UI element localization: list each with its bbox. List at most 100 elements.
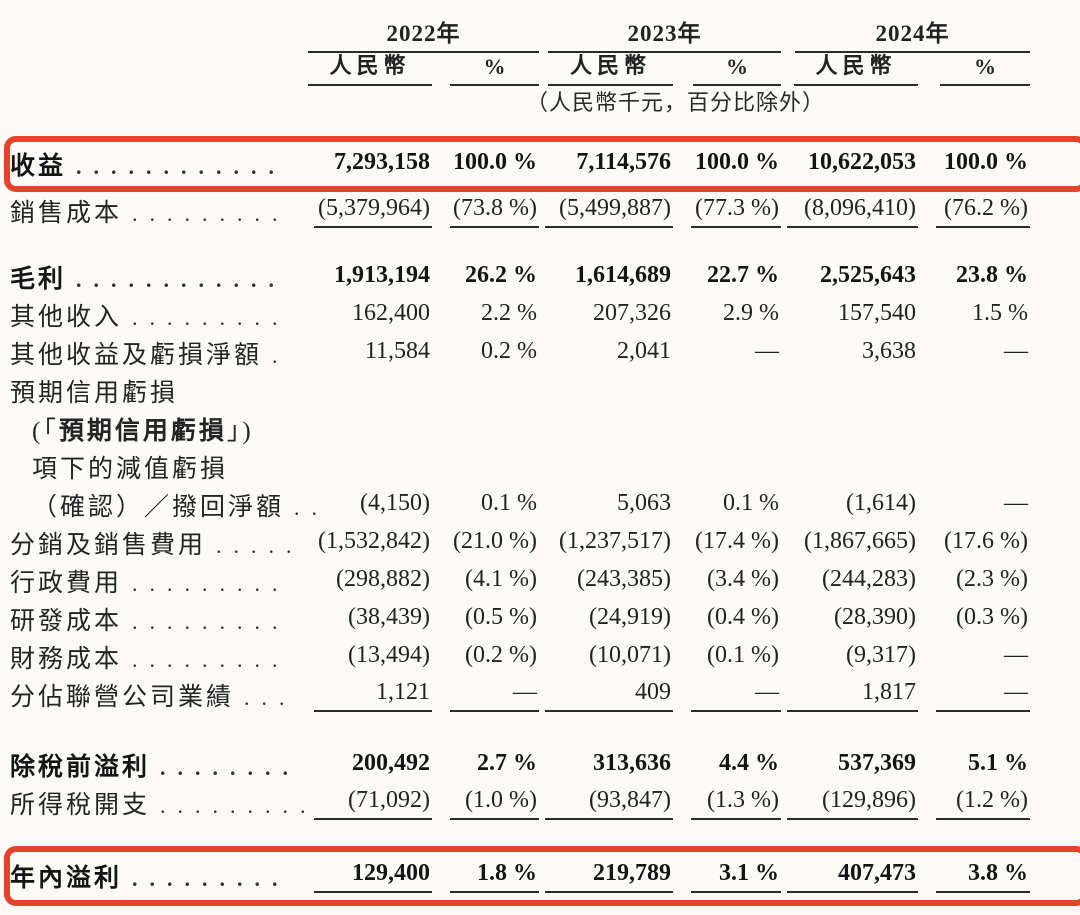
subheader-row: 人民幣 % 人民幣 % 人民幣 % [8, 48, 1080, 86]
table-row: 除稅前溢利........ 200,492 2.7 % 313,636 4.4 % 537… [8, 746, 1080, 784]
percent-cell: 0.2 % [481, 337, 537, 364]
amount-cell: 219,789 [545, 860, 673, 893]
amount-cell: (129,896) [787, 787, 918, 820]
amount-cell: 313,636 [593, 749, 671, 776]
dot-leader: ............ [76, 267, 287, 292]
table-row: 銷售成本......... (5,379,964) (73.8 %) (5,499,8… [8, 192, 1080, 230]
amount-cell: 409 [545, 679, 673, 712]
amount-cell: (38,439) [348, 603, 430, 630]
percent-cell: 2.7 % [477, 749, 537, 776]
percent-cell: 100.0 % [695, 148, 779, 175]
table-row: 財務成本......... (13,494) (0.2 %) (10,071) (0.1… [8, 638, 1080, 676]
dot-leader: ......... [132, 571, 290, 596]
row-label: （確認）／撥回淨額.. [8, 487, 317, 523]
table-row: 分佔聯營公司業績... 1,121—409—1,817— [8, 676, 1080, 714]
percent-cell: — [450, 679, 539, 712]
amount-cell: 537,369 [838, 749, 916, 776]
row-label: 分佔聯營公司業績... [8, 677, 308, 713]
row-label: 行政費用......... [8, 563, 308, 599]
percent-cell: 5.1 % [968, 749, 1028, 776]
amount-cell: (4,150) [360, 489, 430, 516]
table-row: 研發成本......... (38,439) (0.5 %) (24,919) (0.4… [8, 600, 1080, 638]
table-row: (「預期信用虧損」) [8, 410, 1080, 448]
table-row: （確認）／撥回淨額.. (4,150) 0.1 % 5,063 0.1 % (1,614)… [8, 486, 1080, 524]
percent-cell: 100.0 % [944, 148, 1028, 175]
row-spacer [8, 822, 1080, 846]
percent-cell: (73.8 %) [450, 195, 539, 228]
amount-cell: (1,867,665) [804, 527, 916, 554]
amount-cell: (244,283) [822, 565, 916, 592]
percent-cell: 2.2 % [481, 299, 537, 326]
row-label: 財務成本......... [8, 639, 308, 675]
label-text: 分銷及銷售費用 [10, 532, 207, 559]
label-text: 除稅前溢利 [10, 754, 151, 781]
amount-cell: 157,540 [838, 299, 916, 326]
subheader-rmb-2024: 人民幣 [794, 48, 918, 86]
percent-cell: 0.1 % [723, 489, 779, 516]
amount-cell: (1,614) [846, 489, 916, 516]
row-label: 毛利............ [8, 259, 308, 295]
label-text: 所得稅開支 [10, 792, 151, 819]
amount-cell: (71,092) [314, 787, 432, 820]
row-label: 其他收入......... [8, 297, 308, 333]
label-text: 毛利 [10, 266, 67, 293]
amount-cell: 1,614,689 [575, 261, 671, 288]
amount-cell: (1,237,517) [559, 527, 671, 554]
percent-cell: (77.3 %) [691, 195, 781, 228]
highlighted-table-row: 年內溢利......... 129,400 1.8 % 219,789 3.1 % 407… [4, 846, 1080, 906]
year-header-row: 2022年 2023年 2024年 [8, 14, 1080, 53]
label-text: 收益 [10, 153, 67, 180]
row-spacer [8, 230, 1080, 258]
percent-cell: 2.9 % [723, 299, 779, 326]
dot-leader: ......... [132, 201, 290, 226]
row-label: 其他收益及虧損淨額. [8, 335, 308, 371]
dot-leader: ......... [132, 609, 290, 634]
amount-cell: 1,121 [314, 679, 432, 712]
year-header-2022: 2022年 [308, 14, 539, 53]
amount-cell: (298,882) [336, 565, 430, 592]
amount-cell: (10,071) [589, 641, 671, 668]
amount-cell: 2,041 [617, 337, 671, 364]
subheader-rmb-2022: 人民幣 [308, 48, 432, 86]
row-label: 收益............ [8, 146, 308, 182]
label-text: 其他收益及虧損淨額 [10, 342, 263, 369]
percent-cell: 26.2 % [465, 261, 537, 288]
label-text: 項下的減值虧損 [32, 456, 229, 483]
year-header-2023: 2023年 [548, 14, 781, 53]
percent-cell: (1.2 %) [936, 787, 1030, 820]
amount-cell: 10,622,053 [808, 148, 916, 175]
amount-cell: (9,317) [846, 641, 916, 668]
row-spacer [8, 714, 1080, 746]
percent-cell: (0.1 %) [707, 641, 779, 668]
percent-cell: (2.3 %) [956, 565, 1028, 592]
dot-leader: ......... [132, 305, 290, 330]
amount-cell: (13,494) [348, 641, 430, 668]
label-text: (「 [32, 418, 59, 445]
dot-leader: ..... [216, 533, 304, 558]
percent-cell: (21.0 %) [453, 527, 537, 554]
row-label: 研發成本......... [8, 601, 308, 637]
amount-cell: (5,499,887) [545, 195, 673, 228]
amount-cell: (24,919) [589, 603, 671, 630]
row-label: 除稅前溢利........ [8, 747, 308, 783]
label-text: 分佔聯營公司業績 [10, 684, 235, 711]
amount-cell: 207,326 [593, 299, 671, 326]
table-row: 其他收入......... 162,400 2.2 % 207,326 2.9 % 157… [8, 296, 1080, 334]
percent-cell: (1.0 %) [450, 787, 539, 820]
percent-cell: — [691, 679, 781, 712]
subheader-pct-2022: % [450, 54, 539, 86]
percent-cell: 4.4 % [719, 749, 779, 776]
year-header-2024: 2024年 [795, 14, 1030, 53]
row-label: 所得稅開支......... [8, 785, 308, 821]
label-text: 」) [226, 418, 254, 445]
amount-cell: 2,525,643 [820, 261, 916, 288]
amount-cell: 407,473 [787, 860, 918, 893]
amount-cell: (5,379,964) [314, 195, 432, 228]
subheader-pct-2023: % [693, 54, 781, 86]
table-row: 預期信用虧損 [8, 372, 1080, 410]
label-text: 研發成本 [10, 608, 123, 635]
label-text: 年內溢利 [10, 865, 123, 892]
percent-cell: — [755, 337, 779, 364]
label-text-bold: 預期信用虧損 [58, 418, 227, 445]
